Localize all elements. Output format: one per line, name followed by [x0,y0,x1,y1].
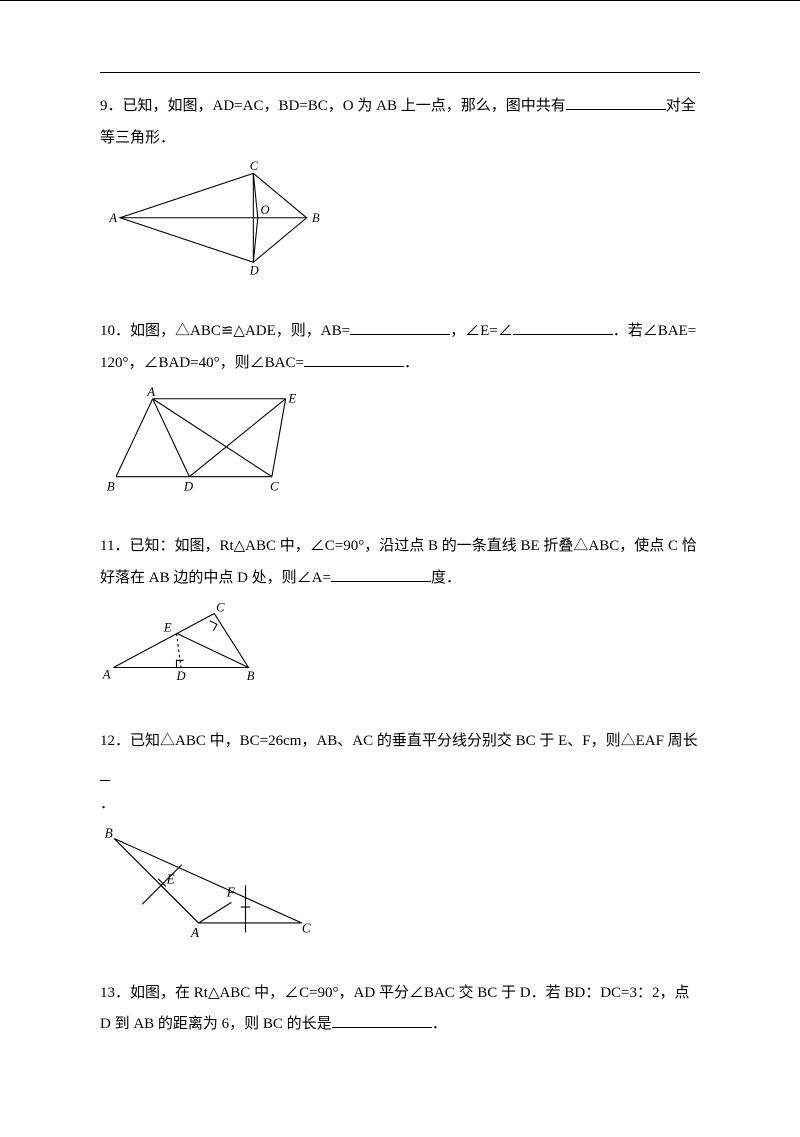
problem-9-num: 9． [100,98,123,114]
problem-10-t1: 如图，△ABC≌△ADE，则，AB= [130,323,350,339]
problem-9-text: 9．已知，如图，AD=AC，BD=BC，O 为 AB 上一点，那么，图中共有对全… [100,91,700,154]
problem-13-t2: ． [432,1016,447,1032]
label-D10: D [183,479,194,493]
page-top-rule [100,72,700,73]
problem-10-t2: ，∠E=∠ [450,323,513,339]
label-E12: E [166,871,175,886]
problem-10: 10．如图，△ABC≌△ADE，则，AB=，∠E=∠．若∠BAE=120°，∠B… [100,316,700,495]
problem-10-blank-1 [350,319,450,335]
label-A12: A [190,925,200,940]
problem-11-blank [331,566,431,582]
label-O: O [260,203,269,217]
label-B10: B [107,479,115,493]
problem-13: 13．如图，在 Rt△ABC 中，∠C=90°，AD 平分∠BAC 交 BC 于… [100,978,700,1041]
label-E11: E [163,621,172,635]
problem-9-blank [566,94,666,110]
problem-11-text: 11．已知：如图，Rt△ABC 中，∠C=90°，沿过点 B 的一条直线 BE … [100,531,700,594]
problem-12-num: 12． [100,733,130,749]
label-B12: B [105,827,113,841]
problem-12: 12．已知△ABC 中，BC=26cm，AB、AC 的垂直平分线分别交 BC 于… [100,726,700,942]
label-F12: F [226,884,236,899]
label-D11: D [176,669,186,683]
problem-12-text: 12．已知△ABC 中，BC=26cm，AB、AC 的垂直平分线分别交 BC 于… [100,726,700,789]
label-A: A [108,211,117,225]
problem-12-text2: ． [100,789,700,821]
label-C: C [250,160,259,173]
problem-12-t2: ． [100,796,115,812]
problem-13-num: 13． [100,985,130,1001]
label-C11: C [216,601,225,615]
label-A11: A [102,667,111,681]
problem-11: 11．已知：如图，Rt△ABC 中，∠C=90°，沿过点 B 的一条直线 BE … [100,531,700,690]
problem-12-blank-line [100,765,110,781]
label-C12: C [302,920,311,935]
problem-13-text: 13．如图，在 Rt△ABC 中，∠C=90°，AD 平分∠BAC 交 BC 于… [100,978,700,1041]
problem-9-t1: 已知，如图，AD=AC，BD=BC，O 为 AB 上一点，那么，图中共有 [123,98,566,114]
label-B: B [312,211,320,225]
figure-10: A E B D C [100,385,700,495]
problem-9: 9．已知，如图，AD=AC，BD=BC，O 为 AB 上一点，那么，图中共有对全… [100,91,700,280]
label-C10: C [270,479,279,493]
problem-10-blank-2 [513,319,613,335]
problem-11-t2: 度． [431,570,461,586]
label-A10: A [146,385,155,399]
problem-13-blank [332,1012,432,1028]
problem-10-blank-3 [304,351,404,367]
page: 9．已知，如图，AD=AC，BD=BC，O 为 AB 上一点，那么，图中共有对全… [0,0,800,1137]
figure-9: A B C D O [100,160,700,280]
problem-10-num: 10． [100,323,130,339]
problem-12-t1: 已知△ABC 中，BC=26cm，AB、AC 的垂直平分线分别交 BC 于 E、… [130,733,698,749]
problem-11-num: 11． [100,538,129,554]
label-B11: B [247,669,255,683]
problem-10-t4: ． [404,355,419,371]
label-D: D [249,264,259,278]
figure-11: A B C D E [100,600,700,690]
problem-10-text: 10．如图，△ABC≌△ADE，则，AB=，∠E=∠．若∠BAE=120°，∠B… [100,316,700,379]
label-E10: E [287,391,296,405]
figure-12: B A C E F [100,827,700,942]
